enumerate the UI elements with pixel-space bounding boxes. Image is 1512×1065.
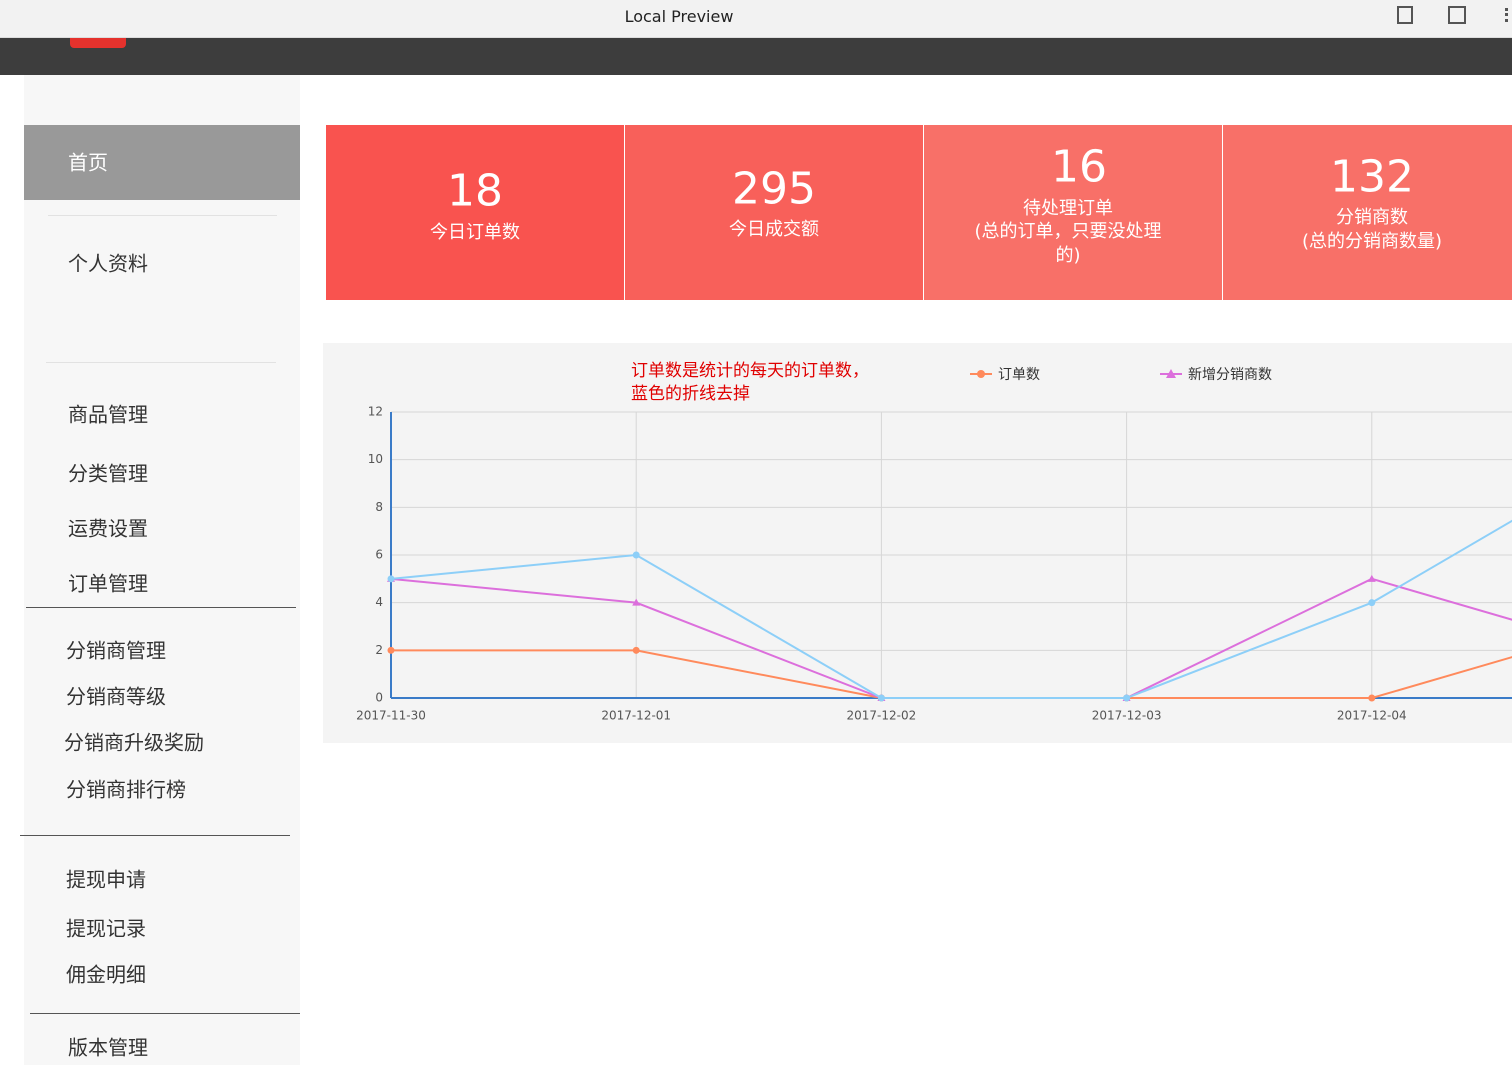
y-tick-label: 6: [375, 548, 383, 562]
point: [632, 598, 641, 606]
y-tick-label: 12: [368, 405, 383, 419]
point: [1368, 599, 1376, 607]
menu-item[interactable]: 版本管理: [68, 1035, 148, 1060]
menu-separator: [30, 1013, 300, 1014]
legend-marker: [977, 370, 985, 378]
stat-card: 16 待处理订单 (总的订单，只要没处理 的): [924, 125, 1222, 300]
menu-item[interactable]: 分销商排行榜: [66, 777, 186, 802]
menu-separator: [26, 607, 296, 608]
menu-item[interactable]: 提现申请: [66, 867, 146, 892]
menu-item[interactable]: 分类管理: [68, 461, 148, 486]
series-line: [390, 519, 1512, 699]
series-line: [390, 577, 1512, 699]
menu-item[interactable]: 分销商升级奖励: [64, 730, 204, 755]
app-header: [0, 38, 1512, 75]
menu-separator: [48, 215, 277, 216]
y-tick-label: 4: [375, 595, 383, 609]
stat-label: 的): [1055, 245, 1081, 266]
point: [387, 646, 395, 654]
legend-label: 新增分销商数: [1188, 367, 1272, 383]
point: [1123, 694, 1131, 702]
stat-value: 18: [447, 165, 503, 217]
y-tick-label: 0: [375, 691, 383, 705]
y-tick-label: 2: [375, 643, 383, 657]
menu-item[interactable]: 商品管理: [68, 402, 148, 427]
point: [1367, 574, 1376, 582]
menu-item[interactable]: 运费设置: [68, 516, 148, 541]
menu-icon[interactable]: [1505, 8, 1512, 22]
chart-panel: [323, 343, 1512, 743]
menu-item[interactable]: 提现记录: [66, 916, 146, 941]
point: [1368, 694, 1376, 702]
point: [877, 694, 885, 702]
x-tick-label: 2017-12-02: [847, 709, 917, 723]
active-menu-bg: [24, 125, 300, 200]
stat-label: (总的分销商数量): [1301, 231, 1443, 252]
x-tick-label: 2017-12-01: [601, 709, 671, 723]
point: [632, 646, 640, 654]
stat-label: 分销商数: [1336, 207, 1408, 228]
point: [387, 575, 395, 583]
x-tick-label: 2017-11-30: [356, 709, 426, 723]
stat-value: 132: [1330, 151, 1414, 203]
logo: [70, 38, 126, 48]
stat-card: 295 今日成交额: [625, 125, 923, 300]
stat-card: 132 分销商数 (总的分销商数量): [1223, 125, 1512, 300]
stat-label: 今日订单数: [430, 222, 520, 243]
legend-marker: [1166, 369, 1176, 378]
reader-icon[interactable]: [1397, 6, 1413, 24]
window-title: Local Preview: [624, 7, 734, 26]
stat-label: 今日成交额: [729, 219, 819, 240]
sidebar: [24, 75, 300, 1065]
stat-value: 295: [732, 163, 816, 215]
x-tick-label: 2017-12-04: [1337, 709, 1407, 723]
x-tick-label: 2017-12-03: [1092, 709, 1162, 723]
annotation: 蓝色的折线去掉: [631, 384, 750, 404]
menu-separator: [46, 362, 276, 363]
y-tick-label: 8: [375, 500, 383, 514]
window-titlebar: Local Preview: [0, 0, 1512, 38]
annotation: 订单数是统计的每天的订单数，: [631, 361, 869, 381]
extension-icon[interactable]: [1448, 6, 1466, 24]
menu-item[interactable]: 个人资料: [68, 251, 148, 276]
point: [632, 551, 640, 559]
series-line: [391, 649, 1512, 699]
menu-item[interactable]: 分销商等级: [66, 684, 166, 709]
menu-item[interactable]: 首页: [68, 150, 108, 175]
stat-label: 待处理订单: [1023, 198, 1113, 219]
menu-item[interactable]: 分销商管理: [66, 638, 166, 663]
stat-label: (总的订单，只要没处理: [974, 221, 1162, 242]
menu-separator: [20, 835, 290, 836]
legend-label: 订单数: [998, 367, 1040, 383]
menu-item[interactable]: 佣金明细: [66, 962, 146, 987]
menu-item[interactable]: 订单管理: [68, 571, 148, 596]
y-tick-label: 10: [368, 452, 383, 466]
stat-card: 18 今日订单数: [326, 125, 624, 300]
stat-value: 16: [1051, 141, 1107, 193]
